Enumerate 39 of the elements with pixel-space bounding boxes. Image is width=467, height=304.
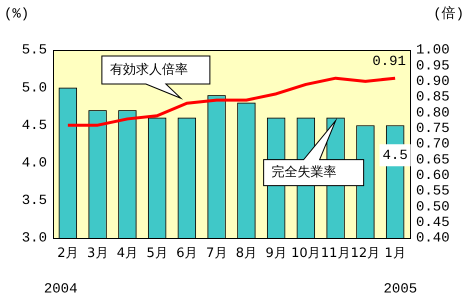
y2-tick-label: 0.80 — [416, 105, 450, 122]
y2-tick-label: 0.65 — [416, 152, 450, 168]
y2-tick-label: 0.45 — [416, 215, 450, 232]
x-tick-label: 3月 — [86, 246, 108, 262]
y2-tick-label: 0.40 — [416, 230, 450, 247]
y2-axis-title: (倍) — [433, 6, 464, 23]
x-tick-label: 12月 — [350, 246, 380, 262]
x-tick-label: 9月 — [265, 246, 287, 262]
y2-tick-label: 0.90 — [416, 74, 450, 90]
y2-tick-label: 0.60 — [416, 168, 450, 184]
x-tick-label: 1月 — [384, 246, 406, 262]
x-tick-label: 11月 — [320, 246, 350, 262]
y2-tick-label: 0.70 — [416, 136, 450, 153]
x-tick-label: 8月 — [236, 246, 258, 262]
y-tick-label: 3.0 — [22, 230, 47, 247]
series-label: 完全失業率 — [272, 164, 337, 180]
x-tick-label: 6月 — [176, 246, 198, 262]
y-tick-label: 4.5 — [22, 118, 47, 134]
series-label: 有効求人倍率 — [110, 61, 188, 78]
x-tick-label: 2月 — [57, 246, 79, 262]
y2-tick-label: 0.55 — [416, 184, 450, 200]
y-tick-label: 4.0 — [22, 156, 47, 172]
y2-tick-label: 0.50 — [416, 199, 450, 216]
x-tick-label: 10月 — [291, 246, 321, 262]
y2-tick-label: 1.00 — [416, 42, 450, 59]
y-tick-label: 5.0 — [22, 80, 47, 96]
y-tick-label: 3.5 — [22, 193, 47, 210]
y2-tick-label: 0.75 — [416, 121, 450, 138]
data-label: 4.5 — [382, 148, 408, 164]
x-tick-label: 7月 — [206, 246, 228, 262]
y-axis-title: (%) — [4, 6, 30, 23]
y2-tick-label: 0.85 — [416, 90, 450, 106]
text: 2005 — [384, 282, 418, 298]
x-tick-label: 4月 — [116, 246, 138, 262]
y-tick-label: 5.5 — [22, 42, 47, 59]
text: 2004 — [44, 282, 78, 298]
x-tick-label: 5月 — [146, 246, 168, 262]
y2-tick-label: 0.95 — [416, 58, 450, 74]
data-label: 0.91 — [372, 54, 406, 70]
